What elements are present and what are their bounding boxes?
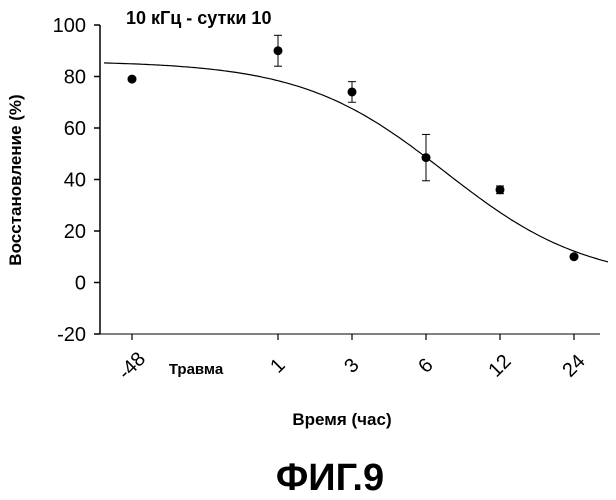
data-point: [570, 252, 579, 261]
y-tick-label: -20: [57, 324, 86, 346]
data-points: [128, 35, 579, 261]
data-point: [348, 87, 357, 96]
y-tick-label: 100: [53, 15, 86, 37]
y-tick-label: 0: [75, 273, 86, 295]
figure-label: ФИГ.9: [276, 457, 384, 499]
data-point: [274, 46, 283, 55]
x-tick-label: 3: [340, 354, 363, 377]
y-tick-label: 80: [64, 67, 86, 89]
chart-title: 10 кГц - сутки 10: [126, 8, 271, 28]
x-tick-label: 12: [484, 350, 515, 381]
data-point: [496, 185, 505, 194]
x-axis-label: Время (час): [292, 410, 391, 429]
y-tick-label: 40: [64, 170, 86, 192]
data-point: [422, 153, 431, 162]
x-tick-label: Травма: [169, 361, 224, 378]
x-tick-label: 1: [266, 354, 289, 377]
x-tick-label: -48: [114, 348, 150, 384]
x-ticks: -48 Травма 1 3 6 12 24: [114, 334, 590, 384]
x-tick-label: 6: [414, 354, 437, 377]
x-tick-label: 24: [558, 350, 589, 381]
y-tick-label: 60: [64, 118, 86, 140]
y-tick-label: 20: [64, 221, 86, 243]
y-axis-label: Восстановление (%): [6, 94, 25, 265]
chart: 10 кГц - сутки 10 100 80 60 40 20 0 -20 -48 Тра…: [0, 0, 616, 500]
data-point: [128, 75, 137, 84]
y-ticks: 100 80 60 40 20 0 -20: [53, 15, 100, 346]
